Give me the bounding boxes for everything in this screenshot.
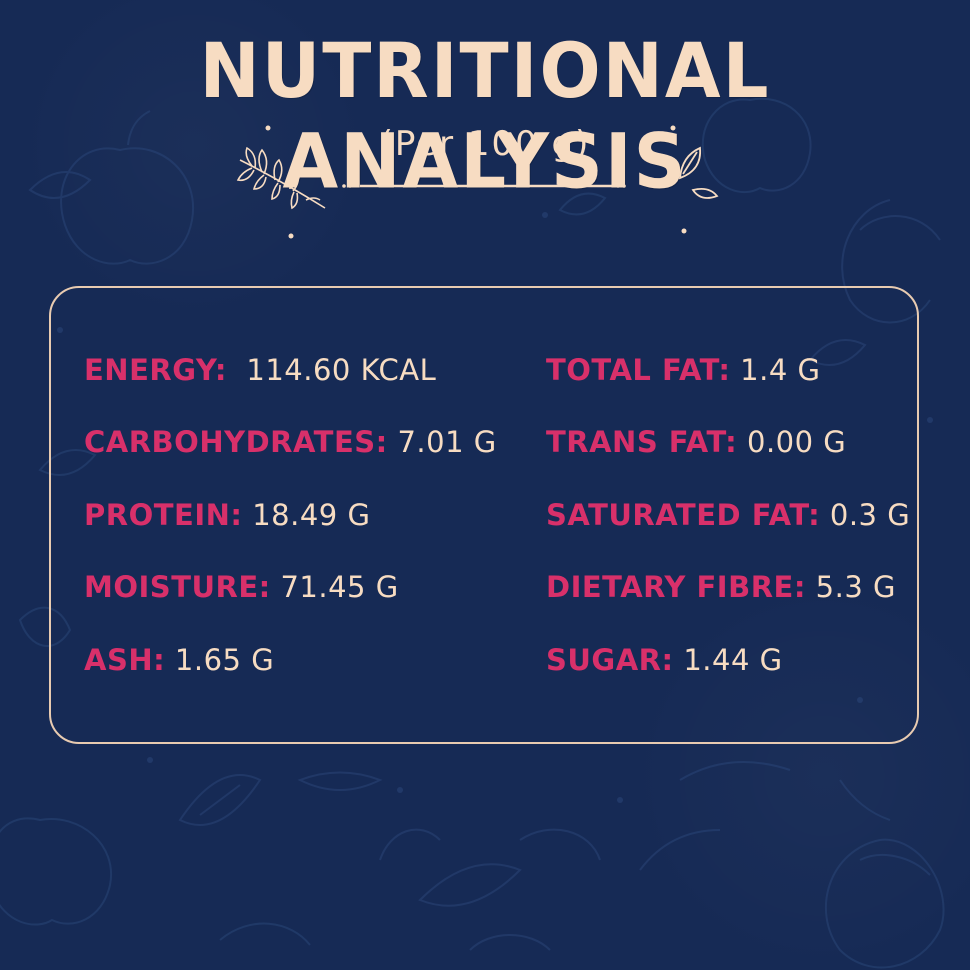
nutrient-label: TOTAL FAT: (546, 353, 731, 387)
nutrient-label: SUGAR: (546, 643, 674, 677)
page-title: NUTRITIONAL ANALYSIS (199, 26, 771, 206)
nutrient-total-fat: TOTAL FAT: 1.4 G (546, 352, 820, 388)
nutrient-value: 5.3 G (815, 570, 896, 604)
nutrient-label: SATURATED FAT: (546, 498, 821, 532)
nutrient-value: 0.00 G (747, 425, 847, 459)
nutrient-label: DIETARY FIBRE: (546, 570, 806, 604)
divider-line (342, 184, 626, 188)
nutrient-label: PROTEIN: (84, 498, 243, 532)
leaf-pair-icon (678, 146, 719, 199)
nutrient-saturated-fat: SATURATED FAT: 0.3 G (546, 497, 910, 533)
nutrient-protein: PROTEIN: 18.49 G (84, 497, 370, 533)
page-subtitle: (Per 100 g) (379, 124, 591, 164)
nutrient-value: 7.01 G (397, 425, 497, 459)
nutrient-dietary-fibre: DIETARY FIBRE: 5.3 G (546, 569, 896, 605)
nutrient-carbohydrates: CARBOHYDRATES: 7.01 G (84, 424, 497, 460)
nutrient-label: MOISTURE: (84, 570, 271, 604)
nutrient-value: 18.49 G (252, 498, 371, 532)
nutrient-energy: ENERGY: 114.60 KCAL (84, 352, 436, 388)
leaf-sprig-icon (236, 146, 326, 210)
nutrient-label: ENERGY: (84, 353, 227, 387)
nutrient-label: CARBOHYDRATES: (84, 425, 388, 459)
nutrient-value: 1.44 G (683, 643, 783, 677)
nutrient-ash: ASH: 1.65 G (84, 642, 274, 678)
nutrient-value: 0.3 G (829, 498, 911, 532)
nutrition-panel (49, 286, 919, 744)
nutrient-label: TRANS FAT: (546, 425, 738, 459)
nutrient-trans-fat: TRANS FAT: 0.00 G (546, 424, 846, 460)
nutrient-value: 71.45 G (280, 570, 399, 604)
nutrient-sugar: SUGAR: 1.44 G (546, 642, 783, 678)
nutrient-value: 114.60 KCAL (246, 353, 437, 387)
nutrient-value: 1.4 G (740, 353, 821, 387)
nutrient-label: ASH: (84, 643, 166, 677)
nutrient-moisture: MOISTURE: 71.45 G (84, 569, 399, 605)
title-ornaments (236, 125, 719, 239)
nutrient-value: 1.65 G (174, 643, 275, 677)
